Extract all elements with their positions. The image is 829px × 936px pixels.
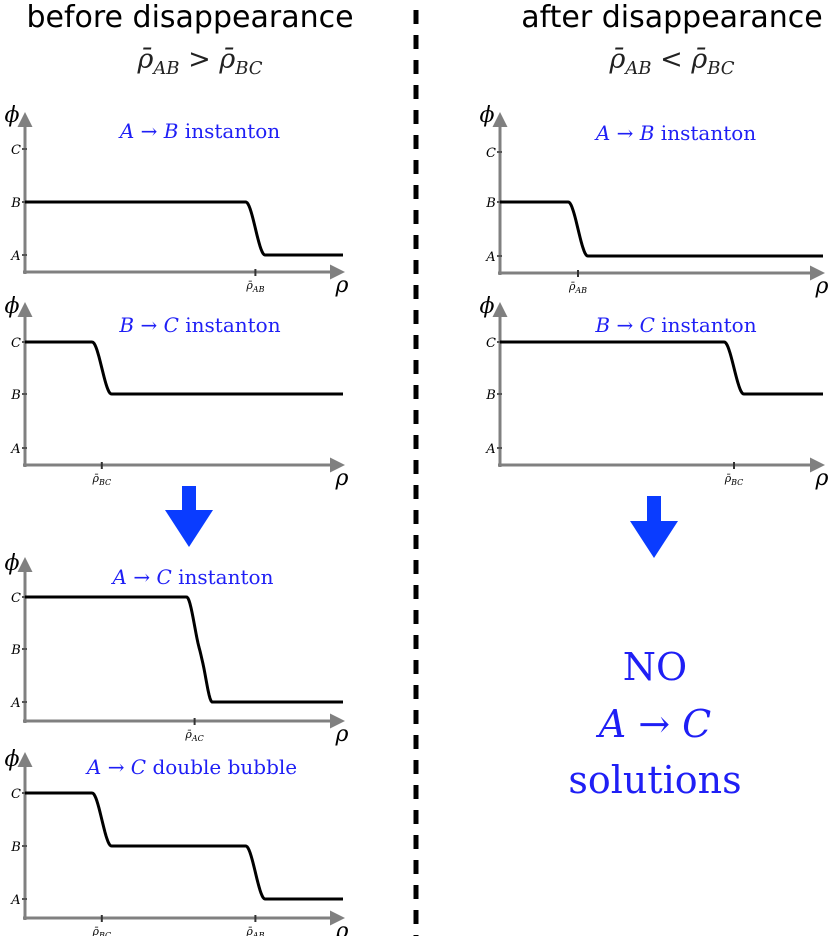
x-axis-label: ρ	[815, 274, 829, 299]
panel-right-bc: ϕ ρ A B Cρ̄BC B → C instanton	[480, 294, 829, 491]
y-tick-label-c: C	[11, 143, 21, 158]
profile-curve	[499, 340, 824, 396]
x-axis-label: ρ	[815, 466, 829, 491]
y-axis-label: ϕ	[5, 294, 20, 319]
panel-title: A → B instanton	[118, 119, 280, 143]
y-tick-label-b: B	[10, 840, 21, 855]
profile-curve	[24, 595, 344, 704]
y-tick-label-b: B	[10, 643, 21, 658]
y-tick-label-c: C	[11, 591, 21, 606]
no-solutions-line2: A → C	[596, 702, 712, 746]
down-arrow-left	[165, 486, 213, 547]
x-tick-label-0: ρ̄AB	[568, 280, 587, 295]
y-tick-label-b: B	[10, 388, 21, 403]
panel-left-bc: ϕ ρ A B Cρ̄BC B → C instanton	[5, 294, 349, 491]
x-axis-label: ρ	[335, 722, 349, 747]
left-heading: before disappearance	[26, 0, 353, 35]
y-tick-label-c: C	[486, 336, 496, 351]
y-tick-label-a: A	[485, 442, 495, 457]
y-tick-label-a: A	[10, 249, 20, 264]
x-tick-label-1: ρ̄AB	[245, 925, 264, 936]
panels: ϕ ρ A B Cρ̄AB A → B instanton ϕ ρ A B Cρ̄BC B → C i…	[5, 103, 829, 936]
y-tick-label-b: B	[485, 196, 496, 211]
y-tick-label-a: A	[485, 250, 495, 265]
x-tick-label-0: ρ̄BC	[724, 472, 744, 487]
y-tick-label-c: C	[11, 336, 21, 351]
panel-left-double: ϕ ρ A B Cρ̄BC ρ̄AB A → C double bubble	[5, 747, 349, 936]
y-axis-label: ϕ	[5, 103, 20, 128]
profile-curve	[499, 200, 824, 258]
panel-title: A → B instanton	[594, 121, 756, 145]
panel-title: A → C instanton	[111, 565, 274, 589]
x-axis-label: ρ	[335, 273, 349, 298]
x-axis-label: ρ	[335, 919, 349, 936]
y-axis-label: ϕ	[5, 747, 20, 772]
no-solutions-line3: solutions	[568, 758, 741, 802]
y-axis-label: ϕ	[5, 551, 20, 576]
panel-left-ab: ϕ ρ A B Cρ̄AB A → B instanton	[5, 103, 349, 298]
left-condition: ρ̄AB > ρ̄BC	[136, 44, 262, 79]
y-tick-label-a: A	[10, 696, 20, 711]
panel-right-ab: ϕ ρ A B Cρ̄AB A → B instanton	[480, 103, 829, 299]
no-solutions-line1: NO	[623, 645, 687, 689]
right-condition: ρ̄AB < ρ̄BC	[608, 44, 734, 79]
profile-curve	[24, 791, 344, 901]
right-heading: after disappearance	[521, 0, 823, 35]
x-axis-label: ρ	[335, 466, 349, 491]
panel-title: B → C instanton	[118, 313, 280, 337]
x-tick-label-0: ρ̄AC	[184, 728, 203, 743]
x-tick-label-0: ρ̄BC	[91, 472, 111, 487]
x-tick-label-0: ρ̄AB	[245, 279, 264, 294]
panel-left-ac: ϕ ρ A B Cρ̄AC A → C instanton	[5, 551, 349, 747]
y-tick-label-a: A	[10, 442, 20, 457]
y-tick-label-c: C	[11, 787, 21, 802]
y-tick-label-b: B	[485, 388, 496, 403]
y-axis-label: ϕ	[480, 103, 495, 128]
y-tick-label-a: A	[10, 893, 20, 908]
panel-title: A → C double bubble	[85, 755, 297, 779]
y-tick-label-c: C	[486, 146, 496, 161]
down-arrow-right	[630, 496, 678, 558]
panel-title: B → C instanton	[594, 313, 756, 337]
x-tick-label-0: ρ̄BC	[91, 925, 111, 936]
y-tick-label-b: B	[10, 196, 21, 211]
profile-curve	[24, 340, 344, 396]
profile-curve	[24, 200, 344, 257]
y-axis-label: ϕ	[480, 294, 495, 319]
